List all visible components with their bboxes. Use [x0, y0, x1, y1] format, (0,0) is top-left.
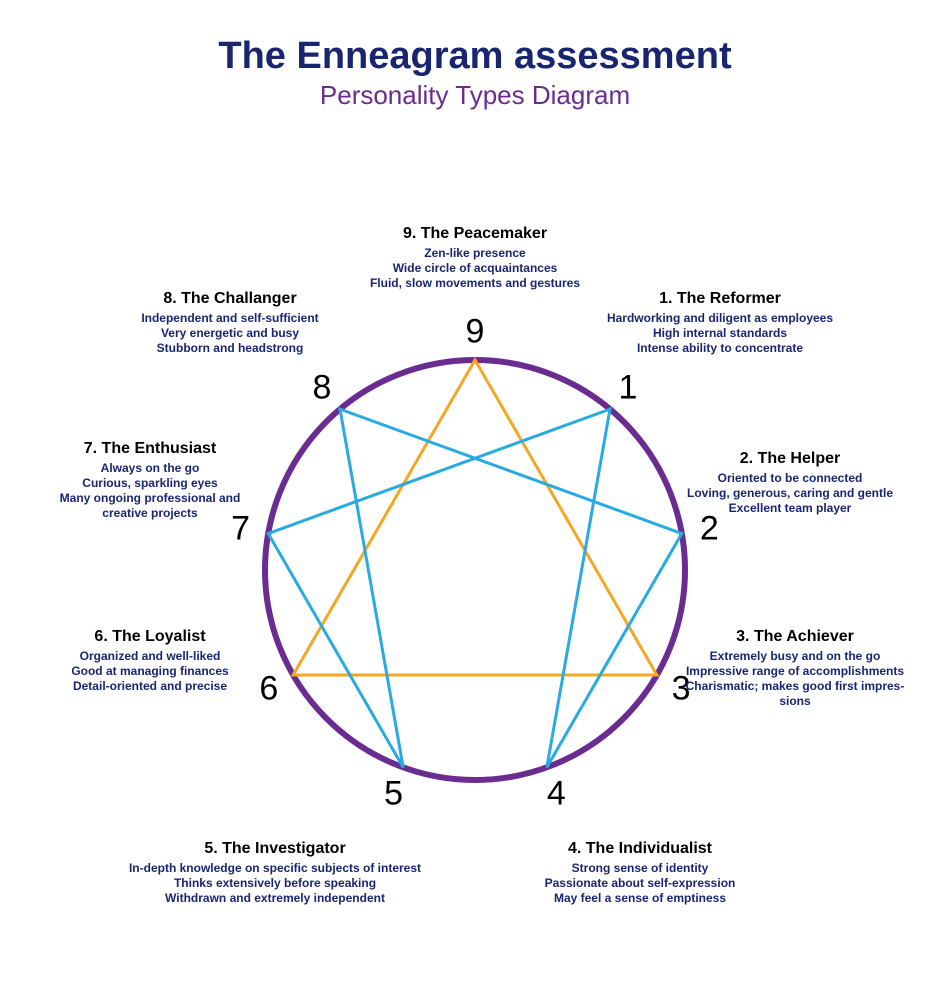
type-title-6: 6. The Loyalist	[35, 628, 265, 646]
type-block-9: 9. The Peacemaker Zen-like presenceWide c…	[335, 225, 615, 291]
type-block-4: 4. The Individualist Strong sense of iden…	[510, 840, 770, 906]
type-block-2: 2. The Helper Oriented to be connectedLov…	[665, 450, 915, 516]
type-trait: Always on the go	[35, 461, 265, 476]
type-trait: Many ongoing professional and	[35, 491, 265, 506]
type-trait: Curious, sparkling eyes	[35, 476, 265, 491]
type-trait: Oriented to be connected	[665, 471, 915, 486]
type-block-3: 3. The Achiever Extremely busy and on the…	[665, 628, 925, 709]
type-block-5: 5. The Investigator In-depth knowledge on…	[115, 840, 435, 906]
type-title-8: 8. The Challanger	[110, 290, 350, 308]
type-trait: High internal standards	[590, 326, 850, 341]
type-trait: Very energetic and busy	[110, 326, 350, 341]
type-trait: Extremely busy and on the go	[665, 649, 925, 664]
type-trait: Intense ability to concentrate	[590, 341, 850, 356]
type-trait: Stubborn and headstrong	[110, 341, 350, 356]
type-trait: Strong sense of identity	[510, 861, 770, 876]
type-trait: In-depth knowledge on specific subjects …	[115, 861, 435, 876]
type-title-3: 3. The Achiever	[665, 628, 925, 646]
type-trait: creative projects	[35, 506, 265, 521]
type-trait: sions	[665, 694, 925, 709]
type-trait: Excellent team player	[665, 501, 915, 516]
type-title-9: 9. The Peacemaker	[335, 225, 615, 243]
type-trait: Impressive range of accomplishments	[665, 664, 925, 679]
type-title-2: 2. The Helper	[665, 450, 915, 468]
type-trait: Detail-oriented and precise	[35, 679, 265, 694]
type-trait: Good at managing finances	[35, 664, 265, 679]
type-trait: Passionate about self-expression	[510, 876, 770, 891]
type-trait: Thinks extensively before speaking	[115, 876, 435, 891]
type-trait: Wide circle of acquaintances	[335, 261, 615, 276]
type-trait: Hardworking and diligent as employees	[590, 311, 850, 326]
type-trait: Zen-like presence	[335, 246, 615, 261]
type-trait: Charismatic; makes good first impres-	[665, 679, 925, 694]
type-title-4: 4. The Individualist	[510, 840, 770, 858]
inner-hexagon	[268, 409, 682, 767]
type-trait: Withdrawn and extremely independent	[115, 891, 435, 906]
inner-triangle	[293, 360, 657, 675]
type-trait: Loving, generous, caring and gentle	[665, 486, 915, 501]
point-number-4: 4	[547, 774, 566, 813]
point-number-8: 8	[313, 368, 332, 407]
type-trait: May feel a sense of emptiness	[510, 891, 770, 906]
type-title-1: 1. The Reformer	[590, 290, 850, 308]
type-block-8: 8. The Challanger Independent and self-su…	[110, 290, 350, 356]
type-trait: Organized and well-liked	[35, 649, 265, 664]
enneagram-circle	[265, 360, 685, 780]
type-trait: Fluid, slow movements and gestures	[335, 276, 615, 291]
type-trait: Independent and self-sufficient	[110, 311, 350, 326]
type-title-5: 5. The Investigator	[115, 840, 435, 858]
point-number-9: 9	[466, 313, 485, 352]
type-block-6: 6. The Loyalist Organized and well-likedG…	[35, 628, 265, 694]
point-number-1: 1	[619, 368, 638, 407]
point-number-5: 5	[384, 774, 403, 813]
type-block-1: 1. The Reformer Hardworking and diligent …	[590, 290, 850, 356]
type-block-7: 7. The Enthusiast Always on the goCurious…	[35, 440, 265, 521]
type-title-7: 7. The Enthusiast	[35, 440, 265, 458]
